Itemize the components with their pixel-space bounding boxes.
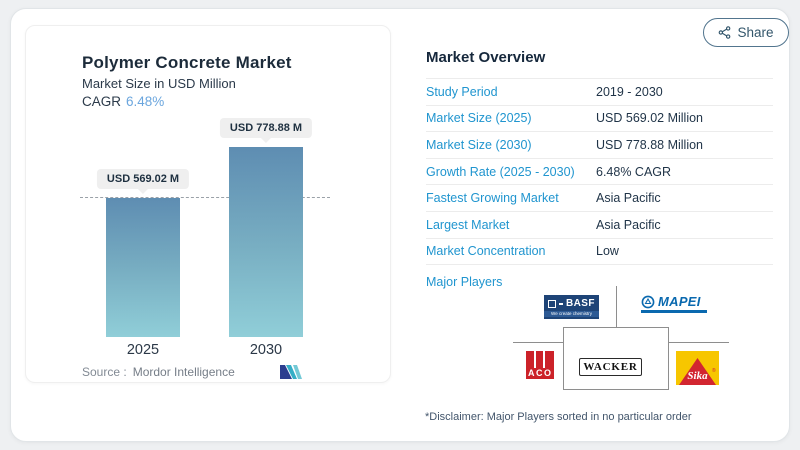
row-value: Asia Pacific bbox=[596, 217, 661, 232]
mapei-emblem-icon bbox=[641, 295, 655, 308]
share-icon bbox=[719, 26, 731, 39]
report-card: USD 569.02 M USD 778.88 M Polymer Concre… bbox=[10, 8, 790, 442]
mordor-intelligence-logo-icon bbox=[280, 365, 302, 379]
mapei-logo-text: MAPEI bbox=[658, 294, 701, 309]
table-row-fastest-growing-market: Fastest Growing Market Asia Pacific bbox=[426, 185, 773, 212]
row-value: 6.48% CAGR bbox=[596, 164, 672, 179]
sika-triangle-icon: Sika ® bbox=[679, 358, 716, 385]
disclaimer-text: *Disclaimer: Major Players sorted in no … bbox=[425, 411, 692, 423]
diagram-vertical-line bbox=[616, 286, 617, 327]
svg-text:®: ® bbox=[712, 367, 716, 374]
aco-logo-text: ACO bbox=[528, 368, 553, 378]
bar-value-label-2025: USD 569.02 M bbox=[96, 169, 190, 189]
row-label: Largest Market bbox=[426, 217, 510, 232]
share-button[interactable]: Share bbox=[703, 18, 789, 47]
bar-2025[interactable] bbox=[106, 198, 180, 337]
basf-square-icon bbox=[548, 299, 556, 308]
chart-source: Source : Mordor Intelligence bbox=[82, 365, 235, 379]
diagram-left-line bbox=[513, 342, 563, 343]
overview-title: Market Overview bbox=[426, 49, 546, 66]
table-row-growth-rate: Growth Rate (2025 - 2030) 6.48% CAGR bbox=[426, 159, 773, 186]
basf-tagline: We create chemistry bbox=[544, 311, 599, 317]
bar-value-chip: USD 778.88 M bbox=[219, 118, 313, 138]
chart-subtitle: Market Size in USD Million bbox=[82, 76, 236, 91]
bar-chart-plot: USD 569.02 M USD 778.88 M bbox=[26, 26, 390, 337]
sika-logo: Sika ® bbox=[676, 351, 719, 385]
table-row-market-concentration: Market Concentration Low bbox=[426, 239, 773, 266]
table-row-study-period: Study Period 2019 - 2030 bbox=[426, 79, 773, 106]
row-label: Market Size (2030) bbox=[426, 137, 532, 152]
bar-value-chip: USD 569.02 M bbox=[96, 169, 190, 189]
aco-logo: ACO bbox=[526, 351, 554, 379]
x-axis-label-2030: 2030 bbox=[249, 342, 283, 358]
chart-cagr: CAGR 6.48% bbox=[82, 94, 164, 109]
wacker-logo: WACKER bbox=[579, 358, 642, 376]
row-label: Market Concentration bbox=[426, 244, 546, 259]
diagram-right-line bbox=[669, 342, 729, 343]
basf-logo: BASF We create chemistry bbox=[544, 295, 599, 319]
row-value: 2019 - 2030 bbox=[596, 84, 663, 99]
row-value: Low bbox=[596, 244, 619, 259]
mapei-logo: MAPEI bbox=[641, 294, 707, 319]
basf-logo-text: BASF bbox=[566, 298, 595, 309]
cagr-label: CAGR bbox=[82, 94, 122, 109]
mapei-logo-bar bbox=[641, 310, 707, 313]
row-label: Market Size (2025) bbox=[426, 111, 532, 126]
bar-2030[interactable] bbox=[229, 147, 303, 337]
bar-value-label-2030: USD 778.88 M bbox=[219, 118, 313, 138]
row-value: USD 778.88 Million bbox=[596, 137, 703, 152]
market-size-chart-card: USD 569.02 M USD 778.88 M Polymer Concre… bbox=[25, 25, 391, 383]
svg-text:Sika: Sika bbox=[687, 370, 708, 382]
cagr-value: 6.48% bbox=[126, 94, 165, 109]
share-button-label: Share bbox=[737, 25, 774, 40]
major-players-label: Major Players bbox=[426, 275, 503, 289]
source-value: Mordor Intelligence bbox=[132, 365, 235, 379]
row-label: Fastest Growing Market bbox=[426, 191, 559, 206]
row-value: Asia Pacific bbox=[596, 191, 661, 206]
row-label: Growth Rate (2025 - 2030) bbox=[426, 164, 575, 179]
x-axis-label-2025: 2025 bbox=[126, 342, 160, 358]
overview-table: Study Period 2019 - 2030 Market Size (20… bbox=[426, 78, 773, 266]
chart-title: Polymer Concrete Market bbox=[82, 53, 292, 72]
table-row-largest-market: Largest Market Asia Pacific bbox=[426, 212, 773, 239]
row-label: Study Period bbox=[426, 84, 498, 99]
source-label: Source : bbox=[82, 365, 127, 379]
table-row-market-size-2030: Market Size (2030) USD 778.88 Million bbox=[426, 132, 773, 159]
row-value: USD 569.02 Million bbox=[596, 111, 703, 126]
table-row-market-size-2025: Market Size (2025) USD 569.02 Million bbox=[426, 106, 773, 133]
reference-line bbox=[80, 197, 330, 198]
